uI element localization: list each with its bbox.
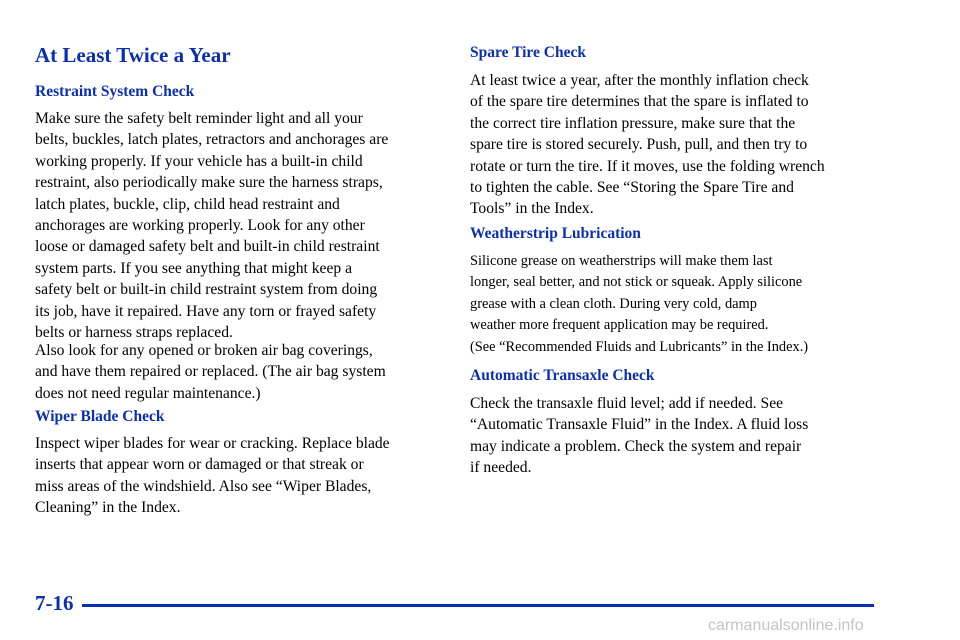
spare-tire-paragraph: At least twice a year, after the monthly… <box>470 70 825 220</box>
text-line: working properly. If your vehicle has a … <box>35 152 363 170</box>
spare-tire-heading: Spare Tire Check <box>470 44 586 61</box>
text-line: Tools” in the Index. <box>470 200 594 218</box>
text-line: anchorages are working properly. Look fo… <box>35 217 365 235</box>
footer-divider <box>82 604 874 607</box>
watermark: carmanualsonline.info <box>708 617 864 634</box>
text-line: miss areas of the windshield. Also see “… <box>35 477 372 495</box>
text-line: and have them repaired or replaced. (The… <box>35 363 386 381</box>
text-line: grease with a clean cloth. During very c… <box>470 295 757 312</box>
text-line: belts or harness straps replaced. <box>35 324 233 342</box>
text-line: rotate or turn the tire. If it moves, us… <box>470 157 825 175</box>
text-line: inserts that appear worn or damaged or t… <box>35 456 364 474</box>
text-line: if needed. <box>470 459 532 477</box>
text-line: longer, seal better, and not stick or sq… <box>470 274 803 291</box>
text-line: to tighten the cable. See “Storing the S… <box>470 179 794 197</box>
text-line: loose or damaged safety belt and built-i… <box>35 238 380 256</box>
text-line: At least twice a year, after the monthly… <box>470 72 809 89</box>
wiper-blade-heading: Wiper Blade Check <box>35 408 165 425</box>
text-line: Make sure the safety belt reminder light… <box>35 110 363 127</box>
text-line: spare tire is stored securely. Push, pul… <box>470 136 808 154</box>
wiper-blade-paragraph: Inspect wiper blades for wear or crackin… <box>35 433 390 519</box>
text-line: “Automatic Transaxle Fluid” in the Index… <box>470 416 809 434</box>
text-line: Also look for any opened or broken air b… <box>35 342 373 359</box>
text-line: (See “Recommended Fluids and Lubricants”… <box>470 338 809 355</box>
automatic-transaxle-paragraph: Check the transaxle fluid level; add if … <box>470 393 808 479</box>
text-line: Silicone grease on weatherstrips will ma… <box>470 253 773 269</box>
automatic-transaxle-heading: Automatic Transaxle Check <box>470 367 655 384</box>
text-line: may indicate a problem. Check the system… <box>470 437 802 455</box>
weatherstrip-paragraph: Silicone grease on weatherstrips will ma… <box>470 251 808 358</box>
text-line: does not need regular maintenance.) <box>35 384 261 402</box>
text-line: Check the transaxle fluid level; add if … <box>470 395 784 412</box>
text-line: of the spare tire determines that the sp… <box>470 93 809 111</box>
weatherstrip-heading: Weatherstrip Lubrication <box>470 225 641 242</box>
page-number: 7-16 <box>35 591 74 615</box>
text-line: the correct tire inflation pressure, mak… <box>470 114 796 132</box>
text-line: safety belt or built-in child restraint … <box>35 281 378 299</box>
page-title: At Least Twice a Year <box>35 43 231 67</box>
text-line: latch plates, buckle, clip, child head r… <box>35 195 340 213</box>
restraint-system-paragraph-1: Make sure the safety belt reminder light… <box>35 108 388 343</box>
text-line: Cleaning” in the Index. <box>35 499 181 517</box>
text-line: belts, buckles, latch plates, retractors… <box>35 131 389 149</box>
text-line: Inspect wiper blades for wear or crackin… <box>35 435 390 452</box>
text-line: restraint, also periodically make sure t… <box>35 174 383 192</box>
restraint-system-paragraph-2: Also look for any opened or broken air b… <box>35 340 386 404</box>
text-line: its job, have it repaired. Have any torn… <box>35 302 377 320</box>
text-line: system parts. If you see anything that m… <box>35 259 352 277</box>
restraint-system-heading: Restraint System Check <box>35 83 195 100</box>
text-line: weather more frequent application may be… <box>470 317 769 334</box>
